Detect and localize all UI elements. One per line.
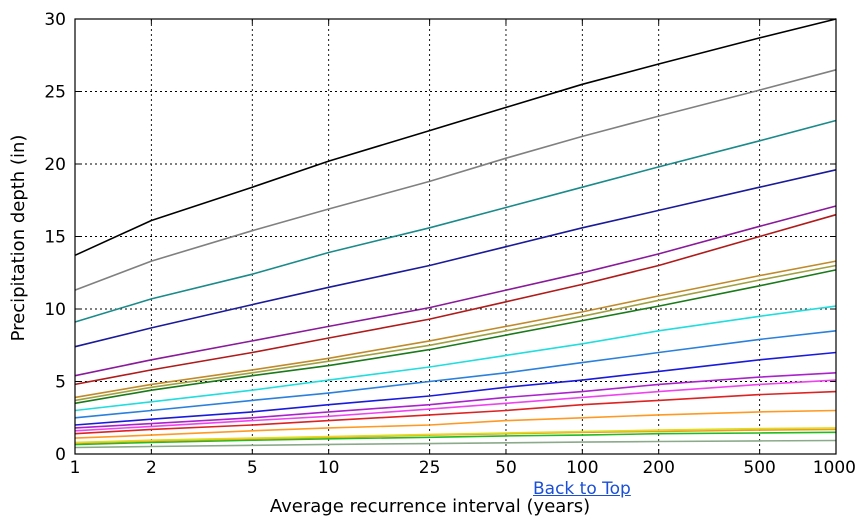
- series-line: [74, 351, 837, 426]
- y-tick-label: 30: [44, 10, 66, 30]
- y-tick-label: 0: [55, 445, 66, 465]
- series-line: [74, 305, 837, 412]
- x-tick-labels: 1 2 5 10 25 50 100 200 500 1000: [70, 458, 856, 478]
- y-tick-label: 5: [55, 373, 66, 393]
- x-tick-label: 5: [247, 458, 258, 478]
- back-to-top-link[interactable]: Back to Top: [533, 479, 631, 499]
- series-line: [74, 169, 837, 348]
- tick-marks: [74, 18, 837, 455]
- x-tick-label: 1: [70, 458, 81, 478]
- y-tick-label: 25: [44, 83, 66, 103]
- series-line: [74, 264, 837, 402]
- x-tick-label: 25: [419, 458, 441, 478]
- y-tick-label: 20: [44, 155, 66, 175]
- y-tick-label: 15: [44, 228, 66, 248]
- x-tick-label: 1000: [813, 458, 856, 478]
- x-tick-label: 50: [495, 458, 517, 478]
- series-line: [74, 205, 837, 377]
- series-line: [74, 213, 837, 386]
- y-tick-labels: 0 5 10 15 20 25 30: [44, 10, 66, 465]
- x-tick-label: 200: [642, 458, 674, 478]
- series-line: [74, 260, 837, 399]
- series-line: [74, 439, 837, 449]
- y-tick-label: 10: [44, 300, 66, 320]
- series-line: [74, 269, 837, 405]
- grid-lines: [75, 19, 836, 454]
- x-axis-title: Average recurrence interval (years): [270, 496, 590, 517]
- x-tick-label: 10: [318, 458, 340, 478]
- series-line: [74, 390, 837, 435]
- series-line: [74, 372, 837, 429]
- x-tick-label: 100: [566, 458, 598, 478]
- series-line: [74, 379, 837, 432]
- series-line: [74, 119, 837, 323]
- series-lines: [74, 18, 837, 449]
- series-line: [74, 330, 837, 419]
- series-line: [74, 69, 837, 291]
- y-axis-title: Precipitation depth (in): [8, 135, 29, 342]
- series-line: [74, 18, 837, 257]
- series-line: [74, 431, 837, 446]
- series-line: [74, 409, 837, 439]
- x-tick-label: 2: [146, 458, 157, 478]
- x-tick-label: 500: [743, 458, 775, 478]
- series-line: [74, 427, 837, 444]
